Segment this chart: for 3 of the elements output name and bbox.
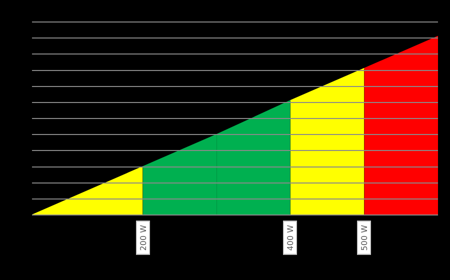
x-tick-label: 400 W [283, 221, 298, 255]
x-tick-label: 200 W [136, 221, 150, 255]
x-tick-label: 500 W [357, 221, 372, 255]
